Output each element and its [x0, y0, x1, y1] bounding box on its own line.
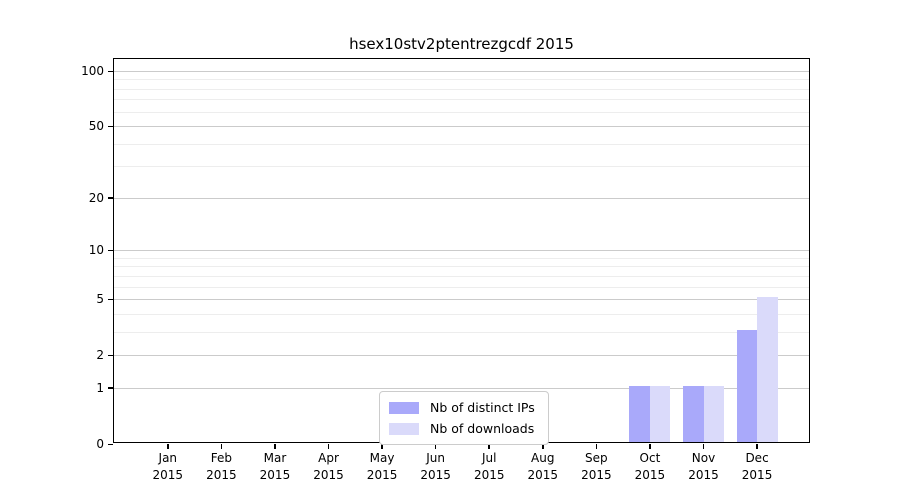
- y-gridline-minor: [114, 99, 809, 101]
- x-tick-mark: [649, 443, 651, 449]
- x-tick-label: Jul 2015: [473, 451, 505, 483]
- x-tick-label: Oct 2015: [634, 451, 666, 483]
- x-tick-label: Feb 2015: [206, 451, 237, 483]
- y-gridline-major: [114, 387, 809, 389]
- x-tick-mark: [274, 443, 276, 449]
- x-tick-label: Mar 2015: [259, 451, 291, 483]
- y-tick-label: 10: [88, 243, 104, 258]
- x-tick-label: Apr 2015: [313, 451, 344, 483]
- x-tick-mark: [220, 443, 223, 449]
- y-gridline-major: [114, 197, 809, 199]
- y-gridline-minor: [114, 111, 809, 113]
- x-tick-mark: [702, 443, 705, 449]
- x-tick-mark: [756, 443, 758, 449]
- y-gridline-minor: [114, 88, 809, 90]
- legend: Nb of distinct IPs Nb of downloads: [379, 391, 549, 445]
- y-tick-label: 50: [88, 119, 104, 134]
- x-tick-mark: [542, 443, 544, 449]
- y-tick-mark: [107, 443, 113, 445]
- legend-swatch-downloads: [389, 422, 419, 435]
- y-gridline-minor: [114, 143, 809, 145]
- x-tick-label: Jun 2015: [420, 451, 451, 483]
- bar-nb-of-downloads-nov: [703, 385, 724, 442]
- y-gridline-minor: [114, 286, 809, 288]
- plot-area: Nb of distinct IPs Nb of downloads 0 1 2 5 1…: [81, 58, 810, 482]
- x-tick-label: Nov 2015: [688, 451, 719, 483]
- x-tick-label: Dec 2015: [741, 451, 773, 483]
- y-gridline-major: [114, 71, 809, 72]
- x-tick-mark: [595, 443, 598, 449]
- y-gridline-minor: [114, 331, 809, 333]
- y-tick-mark: [107, 354, 113, 357]
- y-tick-mark: [107, 249, 113, 252]
- bar-nb-of-downloads-oct: [649, 385, 671, 442]
- y-tick-mark: [107, 387, 113, 389]
- bar-nb-of-distinct-ips-nov: [683, 385, 704, 442]
- chart-title: hsex10stv2ptentrezgcdf 2015: [349, 35, 574, 53]
- x-tick-mark: [327, 443, 330, 449]
- y-tick-mark: [107, 125, 113, 128]
- bar-nb-of-downloads-dec: [757, 297, 778, 442]
- y-tick-label: 0: [96, 437, 104, 451]
- y-gridline-minor: [114, 275, 809, 277]
- x-tick-label: Sep 2015: [581, 451, 612, 483]
- y-gridline-minor: [114, 313, 809, 315]
- y-gridline-major: [114, 250, 809, 252]
- y-tick-mark: [107, 70, 113, 72]
- y-gridline-minor: [114, 166, 809, 168]
- legend-entry-downloads: Nb of downloads: [389, 421, 538, 436]
- legend-label-downloads: Nb of downloads: [430, 421, 535, 436]
- y-tick-label: 2: [96, 348, 104, 363]
- x-tick-mark: [167, 443, 169, 449]
- legend-entry-distinct-ips: Nb of distinct IPs: [389, 400, 538, 415]
- y-tick-label: 1: [96, 380, 104, 395]
- y-gridline-minor: [114, 79, 809, 81]
- y-tick-label: 20: [88, 190, 104, 205]
- y-gridline-minor: [114, 257, 809, 259]
- legend-label-distinct-ips: Nb of distinct IPs: [430, 400, 535, 415]
- y-gridline-major: [114, 355, 809, 357]
- x-tick-label: May 2015: [366, 451, 398, 483]
- x-tick-label: Jan 2015: [152, 451, 184, 483]
- y-gridline-major: [114, 126, 809, 128]
- y-gridline-minor: [114, 266, 809, 268]
- x-tick-mark: [434, 443, 437, 449]
- legend-swatch-distinct-ips: [389, 401, 419, 414]
- x-tick-mark: [381, 443, 383, 449]
- y-tick-mark: [107, 298, 113, 301]
- y-tick-mark: [107, 197, 113, 199]
- x-tick-mark: [488, 443, 490, 449]
- y-gridline-major: [114, 299, 809, 301]
- y-tick-label: 5: [96, 292, 104, 307]
- bar-nb-of-distinct-ips-oct: [629, 385, 650, 442]
- y-tick-label: 100: [81, 64, 104, 78]
- x-tick-label: Aug 2015: [527, 451, 559, 483]
- bar-nb-of-distinct-ips-dec: [736, 329, 758, 442]
